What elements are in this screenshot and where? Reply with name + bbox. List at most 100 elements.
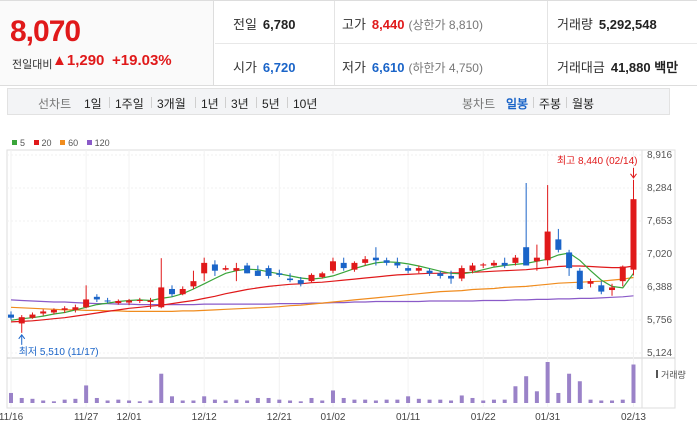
volume-bar (513, 386, 518, 403)
divider (215, 43, 697, 44)
candle-body (523, 247, 530, 266)
candle-body (8, 314, 14, 318)
candle-body (566, 252, 573, 269)
candle-body (340, 262, 347, 269)
candle-body (448, 275, 455, 279)
candle-body (512, 257, 519, 263)
candle-body (83, 299, 90, 308)
candle-body (619, 266, 626, 282)
volume-bar (105, 400, 110, 403)
tab-line-10y[interactable]: 10년 (293, 97, 318, 111)
y-tick-label: 6,388 (647, 282, 672, 293)
legend-swatch (60, 140, 66, 145)
volume-bar (137, 401, 142, 403)
candle-body (501, 262, 508, 266)
day-high: 고가 8,440 (상한가 8,810) (342, 17, 483, 32)
volume-bar (416, 398, 421, 403)
volume-bar (491, 399, 496, 403)
candle-body (319, 273, 326, 277)
candle-body (533, 257, 540, 262)
volume-bar (234, 399, 239, 403)
change-percent: +19.03% (112, 52, 172, 69)
candle-body (201, 262, 208, 274)
high-annotation: 최고 8,440 (02/14) (557, 155, 638, 167)
candle-body (190, 281, 197, 287)
tab-candle-monthly[interactable]: 월봉 (572, 97, 595, 111)
volume-bar (567, 373, 572, 403)
candle-body (490, 262, 497, 266)
candle-body (297, 280, 304, 284)
volume: 거래량 5,292,548 (557, 17, 657, 32)
y-tick-label: 7,020 (647, 249, 672, 260)
volume-bar (169, 396, 174, 403)
prev-close: 전일 6,780 (233, 17, 296, 32)
volume-bar (502, 399, 507, 403)
candle-body (437, 273, 444, 276)
divider (287, 97, 288, 108)
x-tick-label: 11/27 (74, 412, 99, 423)
tab-line-3y[interactable]: 3년 (231, 97, 249, 111)
candle-body (351, 262, 358, 270)
candle-body (383, 260, 390, 263)
volume-bar (148, 400, 153, 403)
volume-bar (127, 400, 132, 403)
candle-body (29, 314, 36, 318)
divider (225, 97, 226, 108)
tab-line-1d[interactable]: 1일 (84, 97, 102, 111)
volume-bar (41, 400, 46, 403)
current-price: 8,070 (10, 15, 81, 48)
candle-body (394, 262, 401, 266)
tab-line-1y[interactable]: 1년 (201, 97, 219, 111)
candle-body (458, 268, 465, 279)
volume-bar (159, 373, 164, 403)
x-tick-label: 01/11 (396, 412, 421, 423)
volume-bar (588, 399, 593, 403)
summary-panel: 8,070 전일대비 ▲1,290 +19.03% 전일 6,780 고가 8,44… (0, 0, 697, 86)
volume-bar (449, 400, 454, 403)
candle-body (136, 299, 143, 301)
volume-bar (245, 400, 250, 403)
candle-body (158, 287, 165, 308)
x-tick-label: 02/13 (621, 412, 646, 423)
legend-swatch (86, 140, 92, 145)
change-value: ▲1,290 (52, 52, 105, 69)
volume-bar (116, 399, 121, 403)
volume-bar (19, 397, 24, 403)
candle-body (104, 300, 111, 302)
volume-bar (320, 400, 325, 403)
volume-bar (481, 400, 486, 403)
tab-line-5y[interactable]: 5년 (262, 97, 280, 111)
tab-line-3m[interactable]: 3개월 (157, 97, 186, 111)
trade-value: 거래대금 41,880 백만 (557, 60, 679, 75)
legend-swatch (12, 140, 17, 145)
candle-body (61, 308, 68, 310)
candle-body (609, 287, 616, 291)
volume-bar (395, 399, 400, 403)
candle-body (254, 270, 261, 276)
ma20-line (10, 265, 634, 323)
tab-candle-weekly[interactable]: 주봉 (539, 97, 562, 111)
volume-bar (73, 398, 78, 403)
volume-bar (406, 396, 411, 403)
volume-bar (373, 400, 378, 403)
divider (256, 97, 257, 108)
tab-line-1w[interactable]: 1주일 (115, 97, 144, 111)
volume-bar (84, 385, 89, 403)
volume-bar (212, 399, 217, 403)
volume-bar (556, 392, 561, 403)
candle-body (147, 300, 154, 303)
candle-body (233, 268, 240, 271)
candle-body (372, 257, 379, 261)
x-tick-label: 12/12 (192, 412, 217, 423)
y-tick-label: 5,124 (647, 348, 672, 359)
legend-item-ma5: 5 (12, 138, 25, 148)
tab-candle-daily[interactable]: 일봉 (506, 97, 529, 111)
chart-period-tabs: 선차트 1일 1주일 3개월 1년 3년 5년 10년 봉차트 일봉 주봉 월봉 (7, 88, 670, 115)
volume-bar (438, 399, 443, 403)
candle-body (308, 274, 315, 282)
volume-bar (384, 399, 389, 403)
candle-body (544, 231, 551, 261)
candle-body (168, 288, 175, 295)
volume-bar (363, 399, 368, 403)
